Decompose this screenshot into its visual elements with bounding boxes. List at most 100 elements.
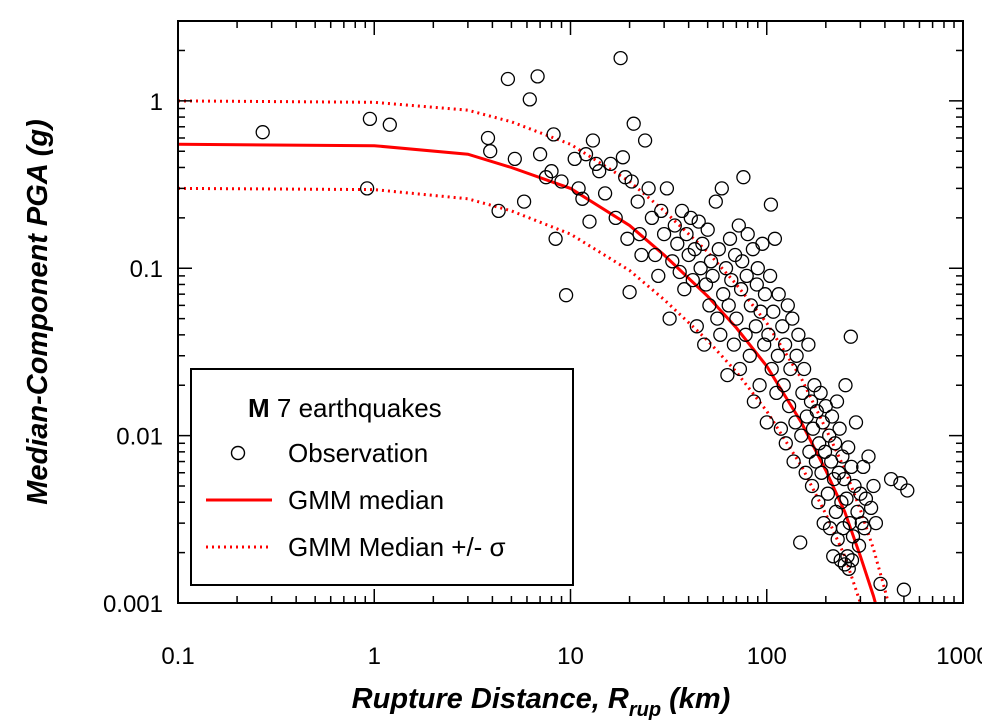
observation-point	[683, 210, 698, 226]
observation-point	[757, 337, 772, 352]
observation-point	[548, 231, 563, 246]
observation-point	[651, 268, 666, 284]
observation-point	[843, 329, 858, 344]
observation-point	[842, 515, 857, 531]
observation-point	[685, 272, 700, 288]
observation-point	[578, 147, 594, 162]
observation-point	[703, 254, 719, 269]
observation-point	[615, 150, 631, 165]
legend-observation-marker	[230, 445, 246, 461]
observation-point	[769, 385, 784, 401]
observation-point	[785, 311, 800, 326]
observation-point	[848, 415, 864, 430]
observation-point	[695, 236, 710, 251]
observation-point	[883, 471, 899, 487]
observation-point	[742, 348, 757, 363]
observation-point	[558, 288, 574, 303]
observation-point	[746, 394, 762, 409]
observation-point	[738, 327, 753, 342]
observation-point	[362, 111, 378, 127]
observation-point	[726, 337, 742, 352]
curve-gmm-median	[178, 99, 890, 603]
observation-point	[861, 449, 876, 464]
y-axis-title: Median-Component PGA (g)	[22, 119, 54, 505]
observation-point	[733, 282, 749, 297]
observation-points	[255, 50, 915, 597]
observation-point	[832, 421, 847, 436]
observation-point	[648, 247, 663, 263]
observation-point	[771, 287, 786, 302]
observation-point	[632, 226, 647, 242]
observation-point	[777, 337, 793, 352]
observation-point	[516, 194, 532, 209]
observation-point	[839, 491, 854, 506]
curve-gmm-median	[178, 142, 877, 603]
observation-point	[755, 236, 770, 251]
observation-point	[791, 327, 806, 342]
x-tick-label: 1	[368, 643, 381, 670]
observation-point	[698, 277, 714, 292]
observation-point	[757, 287, 773, 302]
observation-point	[582, 214, 597, 229]
observation-point	[714, 181, 729, 196]
observation-point	[575, 191, 590, 206]
observation-point	[776, 378, 791, 393]
observation-point	[838, 378, 853, 393]
observation-point	[491, 203, 506, 219]
observation-point	[480, 130, 496, 146]
observation-point	[691, 214, 706, 229]
x-tick-label: 100	[747, 643, 787, 670]
observation-point	[731, 218, 746, 233]
y-tick-label: 1	[150, 89, 163, 116]
observation-point	[745, 242, 761, 257]
observation-point	[622, 284, 637, 300]
observation-point	[255, 125, 270, 140]
observation-point	[708, 194, 723, 209]
observation-point	[766, 304, 781, 319]
y-tick-label: 0.1	[130, 256, 163, 283]
observation-point	[753, 304, 768, 319]
observation-point	[833, 553, 848, 568]
y-tick-label: 0.001	[103, 591, 163, 618]
observation-point	[711, 242, 726, 257]
observation-point	[705, 268, 720, 284]
observation-point	[770, 348, 786, 363]
observation-point	[613, 50, 628, 66]
observation-point	[793, 535, 808, 550]
observation-point	[624, 174, 639, 189]
observation-point	[804, 478, 820, 494]
observation-point	[546, 127, 561, 142]
legend-title: M 7 earthquakes	[248, 393, 442, 423]
observation-point	[571, 181, 586, 196]
y-tick-labels: 0.001 0.01 0.1 1	[103, 89, 163, 618]
legend: M 7 earthquakes Observation GMM median G…	[190, 368, 574, 586]
observation-point	[677, 282, 692, 297]
observation-point	[693, 261, 708, 276]
observation-point	[813, 385, 828, 401]
observation-point	[858, 491, 874, 506]
observation-point	[597, 186, 613, 201]
observation-point	[828, 504, 844, 520]
legend-entry-sigma: GMM Median +/- σ	[288, 532, 506, 562]
observation-point	[763, 197, 779, 212]
observation-point	[721, 298, 736, 313]
observation-point	[722, 231, 738, 246]
observation-point	[720, 367, 735, 383]
observation-point	[729, 311, 744, 326]
observation-point	[900, 483, 915, 498]
observation-point	[544, 164, 559, 179]
observation-point	[659, 181, 675, 196]
observation-point	[811, 495, 826, 510]
observation-point	[483, 144, 498, 159]
observation-point	[761, 327, 776, 342]
model-curves	[178, 99, 890, 603]
observation-point	[802, 444, 817, 459]
observation-point	[775, 319, 790, 334]
observation-point	[626, 116, 641, 131]
observation-point	[762, 268, 778, 284]
observation-point	[667, 218, 682, 233]
observation-point	[794, 428, 809, 443]
observation-point	[773, 421, 789, 436]
